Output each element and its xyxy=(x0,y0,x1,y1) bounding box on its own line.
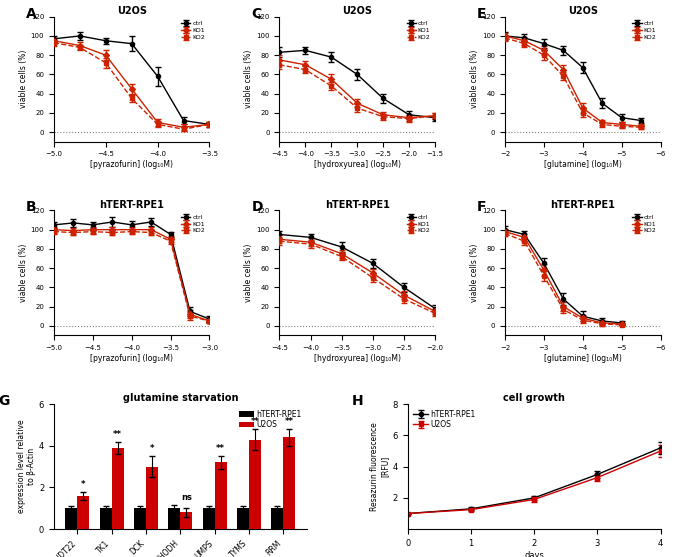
Text: ns: ns xyxy=(181,493,191,502)
Bar xyxy=(283,437,295,529)
Text: A: A xyxy=(26,7,36,21)
Legend: ctrl, KO1, KO2: ctrl, KO1, KO2 xyxy=(631,213,657,234)
Legend: ctrl, KO1, KO2: ctrl, KO1, KO2 xyxy=(631,20,657,41)
Legend: ctrl, KO1, KO2: ctrl, KO1, KO2 xyxy=(180,20,206,41)
Bar xyxy=(168,509,181,529)
Title: U2OS: U2OS xyxy=(342,6,372,16)
Y-axis label: viable cells (%): viable cells (%) xyxy=(19,244,28,302)
X-axis label: days: days xyxy=(524,551,544,557)
Bar xyxy=(181,512,192,529)
Legend: ctrl, KO1, KO2: ctrl, KO1, KO2 xyxy=(180,213,206,234)
Title: hTERT-RPE1: hTERT-RPE1 xyxy=(325,199,390,209)
Text: **: ** xyxy=(250,417,259,426)
Text: D: D xyxy=(251,201,263,214)
Y-axis label: Resazurin fluorescence
[RFU]: Resazurin fluorescence [RFU] xyxy=(371,422,390,511)
Y-axis label: viable cells (%): viable cells (%) xyxy=(470,50,479,109)
Title: glutamine starvation: glutamine starvation xyxy=(123,393,238,403)
Text: H: H xyxy=(352,394,364,408)
Legend: hTERT-RPE1, U2OS: hTERT-RPE1, U2OS xyxy=(412,408,477,431)
Legend: ctrl, KO1, KO2: ctrl, KO1, KO2 xyxy=(405,20,432,41)
Text: E: E xyxy=(477,7,487,21)
X-axis label: [pyrazofurin] (log₁₀M): [pyrazofurin] (log₁₀M) xyxy=(90,354,173,363)
Bar xyxy=(249,439,261,529)
Text: B: B xyxy=(26,201,36,214)
Bar xyxy=(214,462,226,529)
Title: cell growth: cell growth xyxy=(503,393,565,403)
Bar xyxy=(271,509,283,529)
X-axis label: [glutamine] (log₁₀M): [glutamine] (log₁₀M) xyxy=(544,354,621,363)
Text: *: * xyxy=(150,444,154,453)
Text: **: ** xyxy=(216,444,225,453)
X-axis label: [hydroxyurea] (log₁₀M): [hydroxyurea] (log₁₀M) xyxy=(313,354,401,363)
Bar xyxy=(134,509,146,529)
Legend: hTERT-RPE1, U2OS: hTERT-RPE1, U2OS xyxy=(237,408,303,431)
Title: U2OS: U2OS xyxy=(117,6,147,16)
Bar xyxy=(146,467,158,529)
Bar xyxy=(100,509,112,529)
Y-axis label: viable cells (%): viable cells (%) xyxy=(470,244,479,302)
Title: U2OS: U2OS xyxy=(568,6,598,16)
Y-axis label: expression level relative
to β-Actin: expression level relative to β-Actin xyxy=(17,420,36,514)
Text: C: C xyxy=(251,7,262,21)
Bar xyxy=(78,496,90,529)
Text: F: F xyxy=(477,201,487,214)
X-axis label: [glutamine] (log₁₀M): [glutamine] (log₁₀M) xyxy=(544,160,621,169)
Title: hTERT-RPE1: hTERT-RPE1 xyxy=(99,199,164,209)
X-axis label: [hydroxyurea] (log₁₀M): [hydroxyurea] (log₁₀M) xyxy=(313,160,401,169)
Y-axis label: viable cells (%): viable cells (%) xyxy=(19,50,28,109)
X-axis label: [pyrazofurin] (log₁₀M): [pyrazofurin] (log₁₀M) xyxy=(90,160,173,169)
Y-axis label: viable cells (%): viable cells (%) xyxy=(245,244,253,302)
Y-axis label: viable cells (%): viable cells (%) xyxy=(245,50,253,109)
Bar xyxy=(65,509,78,529)
Text: *: * xyxy=(81,480,86,488)
Legend: ctrl, KO1, KO2: ctrl, KO1, KO2 xyxy=(405,213,432,234)
Bar xyxy=(112,448,124,529)
Text: **: ** xyxy=(284,417,294,426)
Text: G: G xyxy=(0,394,9,408)
Bar xyxy=(237,509,249,529)
Bar xyxy=(203,509,214,529)
Title: hTERT-RPE1: hTERT-RPE1 xyxy=(550,199,615,209)
Text: **: ** xyxy=(113,429,122,438)
